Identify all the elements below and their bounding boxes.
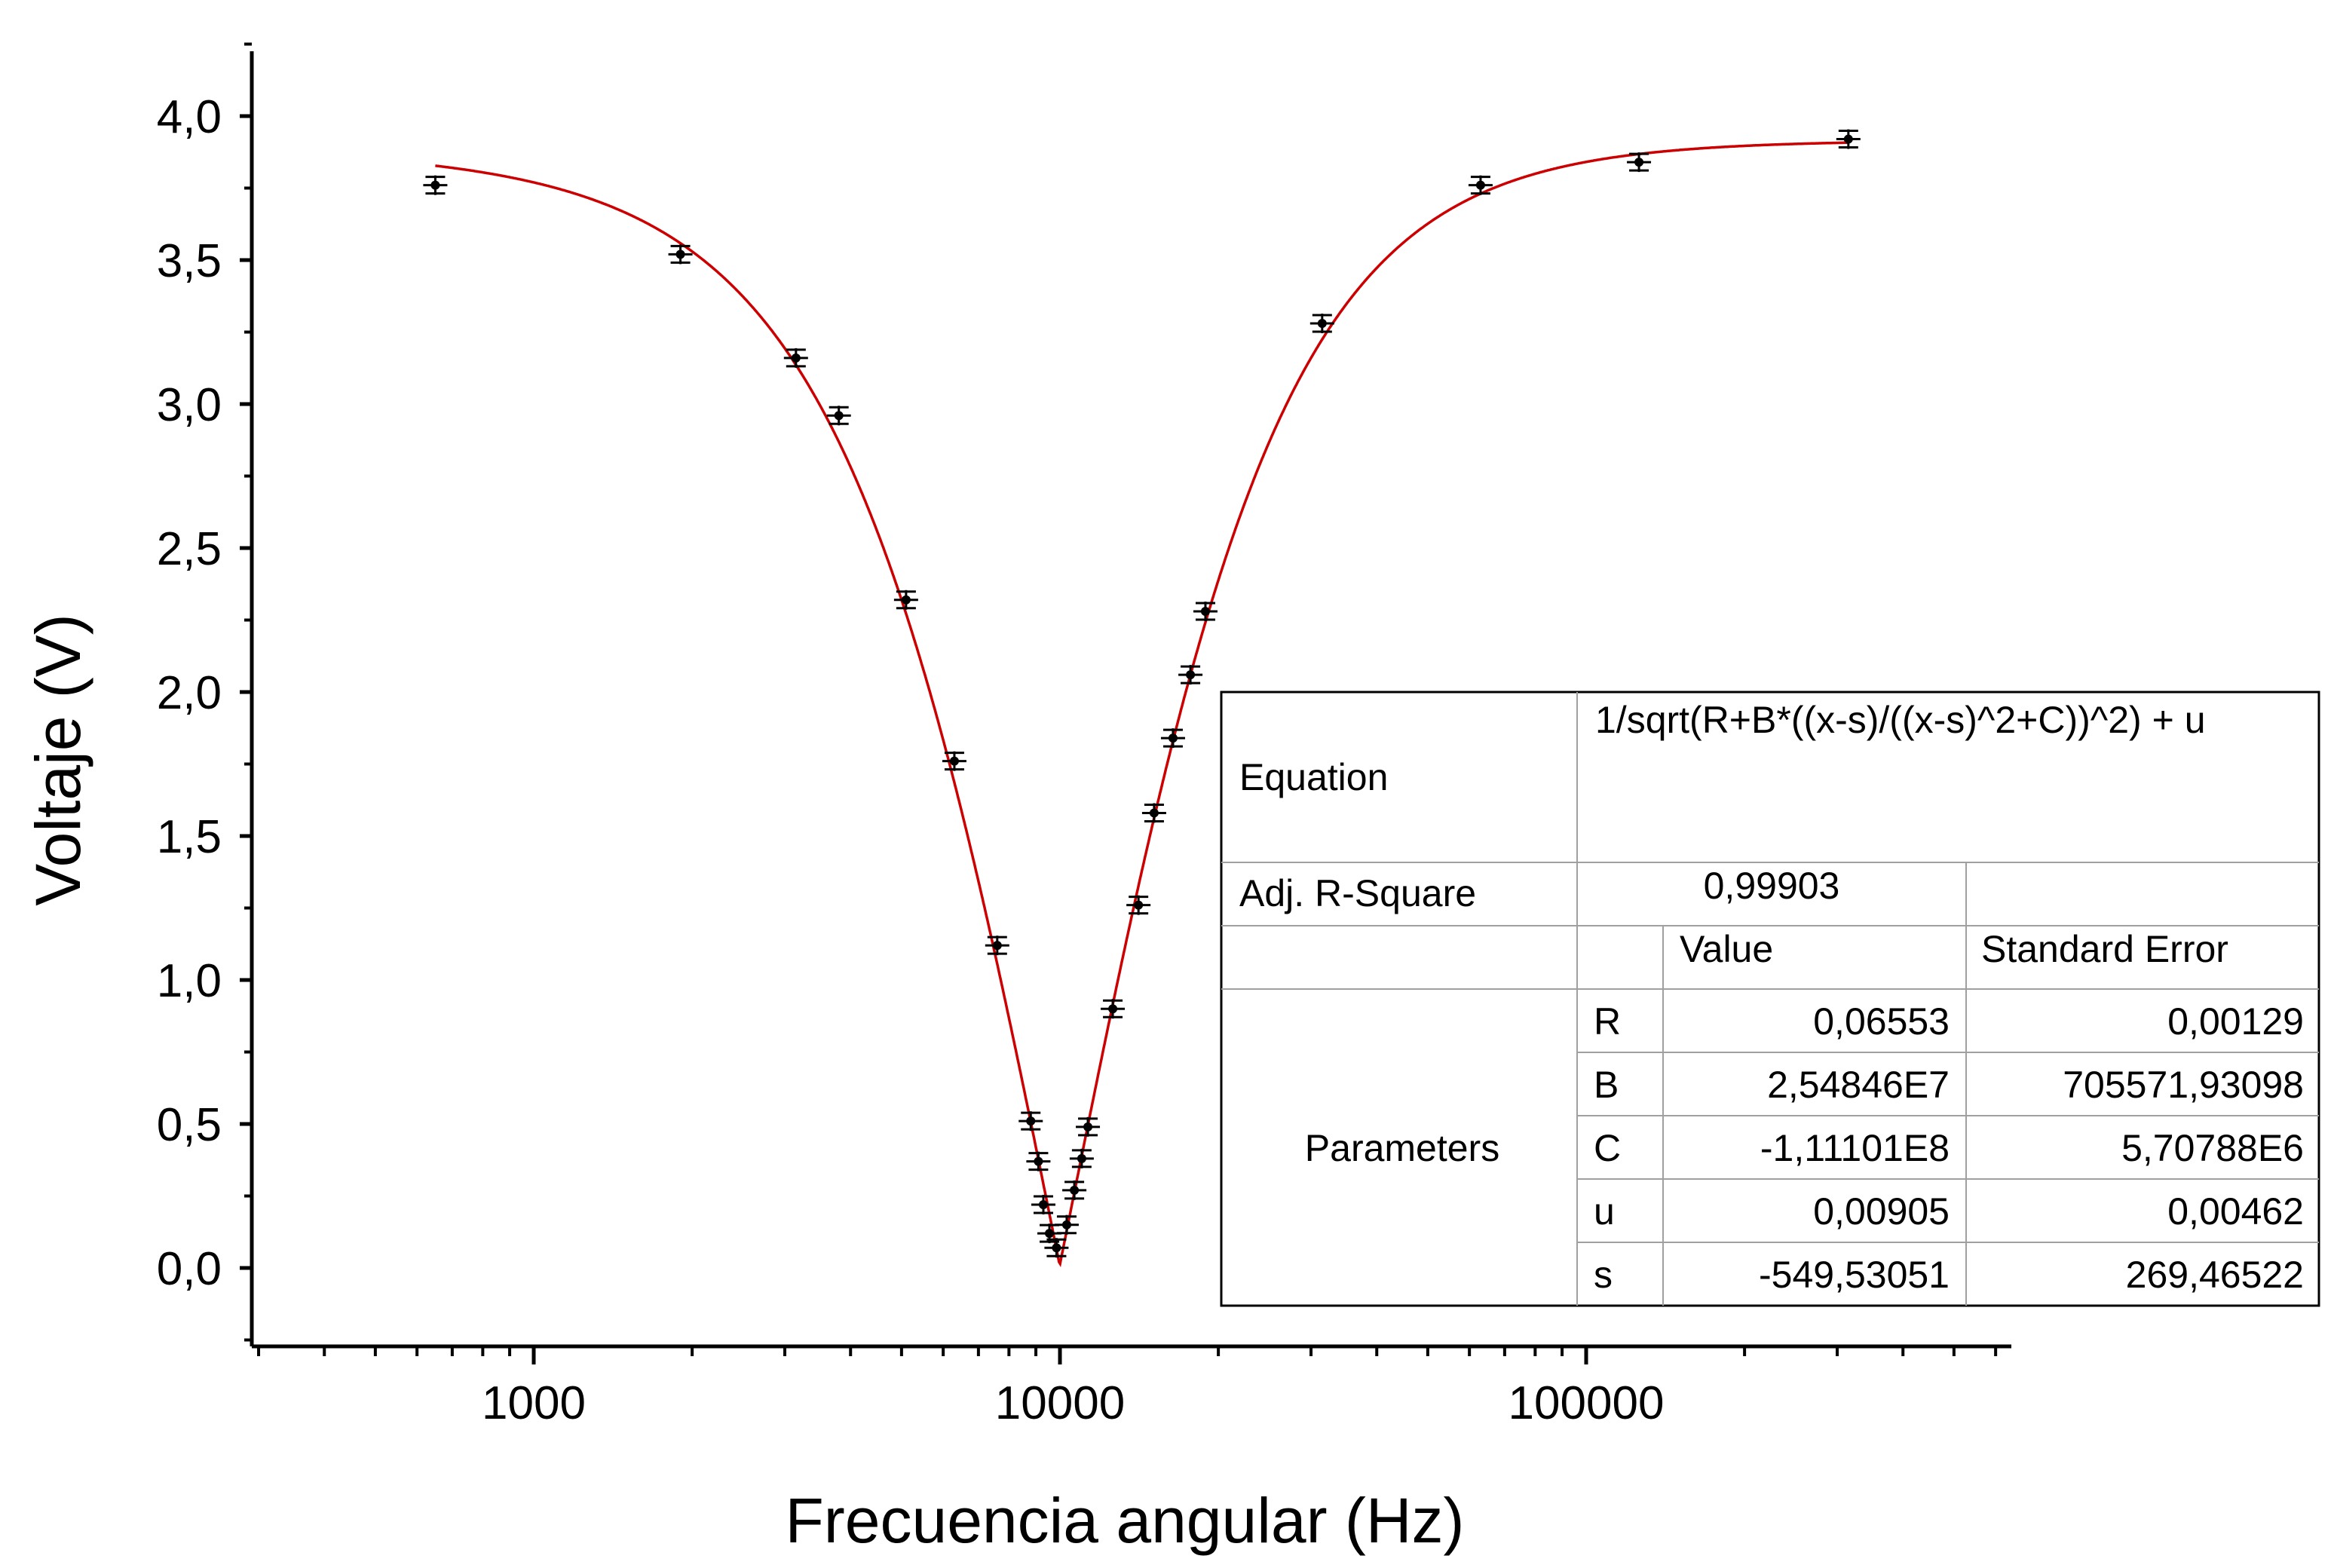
data-point [826,406,851,426]
point-marker [1149,808,1159,818]
point-marker [1052,1243,1061,1253]
parameter-value: -549,53051 [1759,1254,1950,1296]
point-marker [1108,1004,1118,1014]
data-point [1018,1111,1043,1132]
data-point [1468,175,1493,195]
parameter-standard-error: 0,00129 [2167,1000,2304,1043]
data-point [1178,665,1203,685]
point-marker [1843,134,1853,144]
standard-error-header: Standard Error [1981,928,2228,970]
parameter-standard-error: 269,46522 [2126,1254,2304,1296]
point-marker [1083,1122,1093,1132]
point-marker [1026,1116,1036,1126]
parameter-value: 2,54846E7 [1767,1064,1950,1106]
point-marker [791,353,801,363]
fit-curve [435,141,1849,1267]
y-tick-label: 4,0 [157,91,222,143]
point-marker [1070,1185,1080,1195]
point-marker [1061,1220,1071,1230]
y-tick-label: 1,0 [157,955,222,1007]
y-tick-label: 1,5 [157,811,222,863]
y-tick-label: 3,0 [157,379,222,431]
plot-area [423,129,1861,1267]
data-point [1031,1194,1056,1214]
data-point [1054,1214,1079,1235]
x-axis-title: Frecuencia angular (Hz) [785,1485,1464,1556]
y-tick-label: 2,0 [157,667,222,719]
y-tick-label: 0,5 [157,1099,222,1151]
data-point [1309,314,1334,334]
point-marker [901,595,911,605]
data-point [1044,1238,1069,1258]
point-marker [1475,180,1485,190]
point-marker [1134,900,1144,910]
point-marker [1634,158,1644,167]
point-marker [1317,319,1327,329]
data-point [783,348,808,368]
parameter-value: -1,11101E8 [1760,1127,1950,1169]
parameter-name: u [1594,1190,1615,1233]
data-point [1160,728,1185,749]
r-square-value: 0,99903 [1704,865,1840,907]
point-marker [1168,733,1178,743]
parameter-value: 0,06553 [1813,1000,1950,1043]
data-point [1627,152,1652,173]
x-tick-label: 10000 [995,1377,1125,1429]
parameters-label: Parameters [1305,1127,1499,1169]
r-square-label: Adj. R-Square [1239,872,1476,914]
data-point [1076,1116,1101,1137]
point-marker [1186,670,1196,680]
data-point [1069,1148,1094,1168]
parameter-standard-error: 5,70788E6 [2121,1127,2304,1169]
data-point [893,590,918,610]
y-tick-label: 0,0 [157,1243,222,1295]
point-marker [1200,607,1210,617]
y-axis-title: Voltaje (V) [23,614,93,906]
data-point [668,244,693,265]
parameter-name: R [1594,1000,1621,1043]
parameter-name: s [1594,1254,1613,1296]
point-marker [1077,1153,1086,1163]
data-point [1126,895,1151,915]
parameter-standard-error: 705571,93098 [2063,1064,2304,1106]
y-tick-label: 3,5 [157,235,222,287]
parameter-standard-error: 0,00462 [2167,1190,2304,1233]
equation-label: Equation [1239,756,1388,798]
data-point [942,751,966,771]
value-header: Value [1680,928,1773,970]
data-point [1836,129,1861,149]
point-marker [1039,1199,1049,1209]
x-tick-label: 1000 [482,1377,586,1429]
axes [250,51,2011,1349]
data-point [1193,602,1218,622]
parameter-name: C [1594,1127,1621,1169]
point-marker [430,180,440,190]
fit-results-table: Equation 1/sqrt(R+B*((x-s)/((x-s)^2+C))^… [1220,691,2320,1307]
data-point [1026,1151,1051,1171]
y-tick-label: 2,5 [157,523,222,575]
point-marker [1034,1156,1043,1166]
data-point [985,936,1009,956]
data-point [1141,803,1166,823]
parameter-rows: R 0,06553 0,00129 B 2,54846E7 705571,93098 C -1… [1594,1000,2304,1296]
equation-text: 1/sqrt(R+B*((x-s)/((x-s)^2+C))^2) + u [1595,699,2206,741]
x-tick-label: 100000 [1509,1377,1665,1429]
table-border [1220,691,2320,1307]
point-marker [1045,1229,1055,1239]
point-marker [834,411,844,421]
point-marker [949,756,959,766]
x-ticks: 1000 10000 100000 [257,1346,1998,1429]
point-marker [675,250,685,259]
parameter-value: 0,00905 [1813,1190,1950,1233]
data-point [1062,1180,1087,1200]
parameter-name: B [1594,1064,1619,1106]
y-ticks: 0,0 0,5 1,0 1,5 2,0 2,5 3,0 3,5 4,0 [157,42,252,1342]
point-marker [992,941,1002,951]
data-point [1101,999,1126,1019]
data-point [423,175,448,195]
